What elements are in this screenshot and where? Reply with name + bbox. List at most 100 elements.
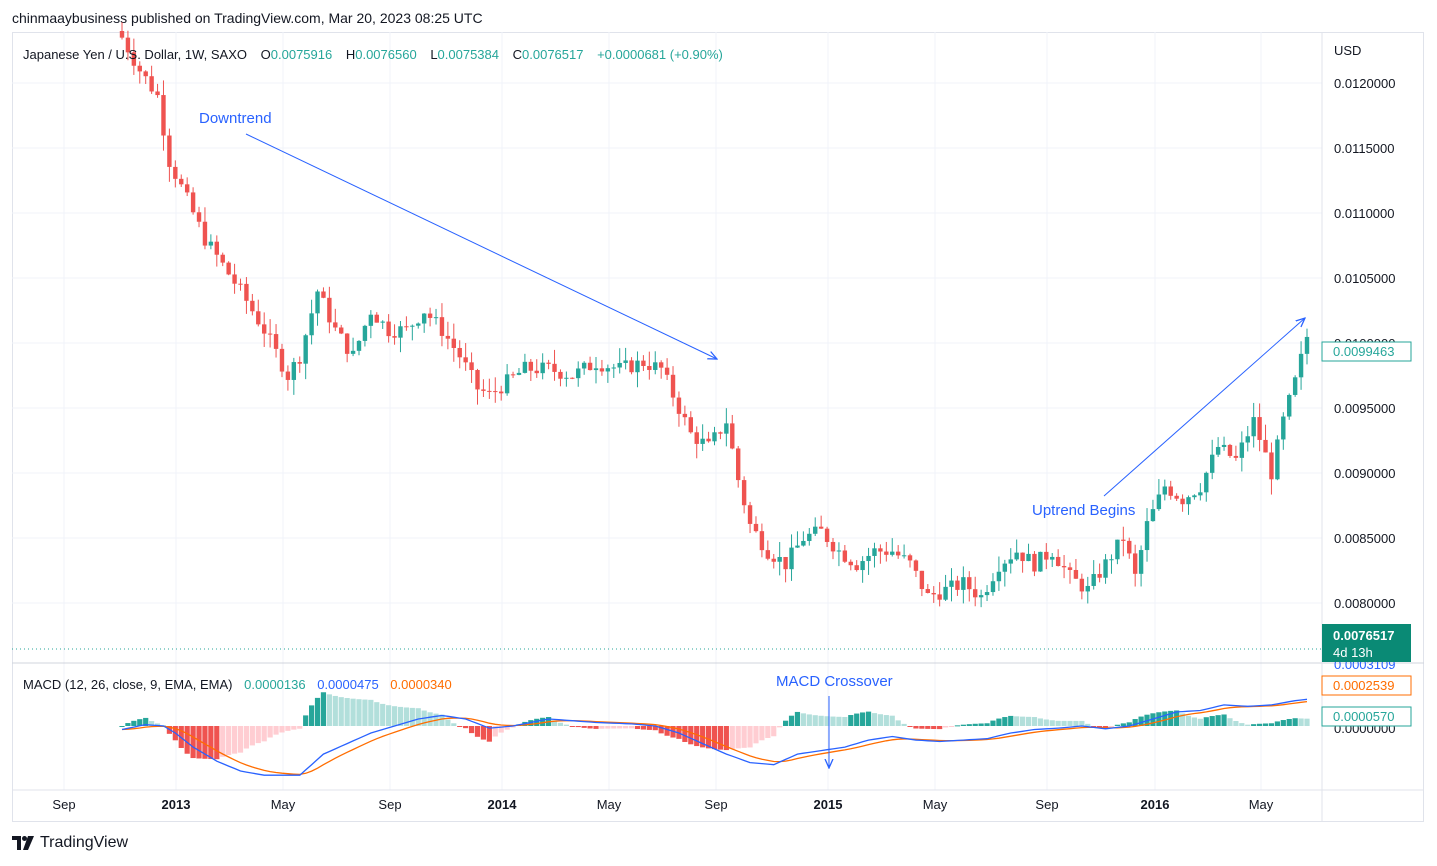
macd-hist-bar (504, 726, 510, 730)
macd-hist-bar (326, 694, 332, 726)
candle-body (1204, 472, 1209, 493)
macd-hist-bar (492, 726, 498, 737)
uptrend-arrow[interactable] (1103, 318, 1305, 497)
current-price-badge-box (1322, 624, 1411, 662)
candle-body (747, 505, 753, 524)
candle-body (404, 326, 409, 328)
candle-body (1221, 444, 1227, 447)
candle-body (1132, 553, 1138, 574)
macd-hist-bar (344, 698, 350, 726)
candle-body (1269, 452, 1274, 480)
macd-hist-bar (1138, 716, 1144, 726)
macd-hist-bar (468, 726, 475, 734)
candle-body (333, 322, 338, 328)
candle-body (1020, 552, 1025, 562)
macd-hist-bar (255, 726, 261, 744)
candle-body (1251, 417, 1256, 437)
downtrend-arrow[interactable] (245, 133, 717, 359)
candle-body (398, 326, 403, 338)
candle-body (1174, 495, 1179, 499)
candle-body (813, 526, 818, 534)
candle-body (913, 560, 919, 571)
candle-body (167, 135, 172, 167)
candle-body (741, 480, 747, 506)
macd-hist-bar (249, 726, 255, 746)
candle-body (795, 545, 800, 548)
candle-body (949, 580, 954, 587)
candle-body (824, 528, 830, 542)
candle-body (1014, 552, 1019, 560)
candle-body (842, 550, 848, 562)
candle-body (510, 374, 516, 376)
macd-hist-bar (788, 715, 795, 726)
macd-hist-bar (1073, 720, 1079, 726)
candle-body (599, 368, 605, 372)
candle-body (309, 313, 314, 336)
annotation-uptrend[interactable]: Uptrend Begins (1032, 502, 1135, 519)
candle-body (890, 551, 895, 555)
candle-body (1304, 336, 1310, 354)
tradingview-brand: TradingView (40, 834, 129, 851)
macd-hist-bar (231, 726, 238, 754)
candle-body (1085, 585, 1090, 592)
candle-body (137, 65, 142, 72)
macd-hist-bar (1268, 723, 1275, 726)
candle-body (451, 338, 456, 348)
macd-hist-bar (1185, 715, 1192, 726)
candle-body (1257, 417, 1262, 440)
macd-signal-badge: 0.0002539 (1333, 678, 1394, 693)
candle-body (374, 314, 379, 323)
macd-hist-bar (1156, 712, 1162, 726)
candle-body (1061, 566, 1067, 568)
candle-body (1121, 539, 1126, 541)
candle-body (155, 91, 160, 96)
candle-body (362, 325, 368, 341)
candle-body (706, 438, 711, 442)
candle-body (226, 262, 231, 275)
candle-body (1281, 416, 1286, 440)
macd-hist-bar (794, 711, 801, 726)
macd-hist-bar (1014, 716, 1020, 726)
annotation-downtrend[interactable]: Downtrend (199, 110, 272, 127)
macd-hist-bar (688, 726, 694, 745)
candle-body (1287, 394, 1292, 417)
candle-body (339, 327, 344, 334)
annotation-macd-crossover[interactable]: MACD Crossover (776, 673, 893, 690)
candle-body (125, 37, 131, 53)
macd-hist-bar (1031, 717, 1038, 726)
candle-body (493, 391, 498, 393)
tradingview-logo[interactable]: TradingView (12, 834, 128, 852)
candle-body (664, 367, 670, 375)
time-axis-label: 2016 (1141, 797, 1170, 812)
macd-hist-bar (415, 708, 421, 726)
macd-hist-bar (190, 726, 196, 759)
candle-body (1180, 498, 1185, 505)
macd-hist-bar (1043, 719, 1049, 726)
candle-body (789, 547, 794, 570)
time-axis-label: 2015 (814, 797, 843, 812)
candle-body (1032, 553, 1037, 572)
candle-body (967, 577, 972, 590)
candle-body (653, 362, 658, 370)
macd-hist-bar (806, 714, 812, 726)
macd-hist-bar (243, 726, 250, 749)
candle-body (1050, 556, 1055, 560)
candle-body (1144, 521, 1150, 551)
candle-body (516, 372, 522, 375)
macd-hist-bar (1126, 722, 1132, 726)
candle-body (647, 365, 652, 370)
macd-hist-bar (842, 716, 848, 726)
chart-frame[interactable] (12, 32, 1424, 822)
macd-hist-bar (291, 726, 297, 730)
candle-body (546, 362, 551, 364)
candle-body (1298, 353, 1304, 378)
candle-body (350, 350, 356, 354)
candle-body (208, 241, 214, 246)
macd-hist-bar (623, 726, 629, 729)
macd-hist-bar (457, 726, 463, 727)
macd-hist-bar (1262, 723, 1269, 726)
candle-body (214, 241, 219, 255)
candle-body (629, 360, 634, 373)
macd-hist-bar (380, 703, 386, 726)
